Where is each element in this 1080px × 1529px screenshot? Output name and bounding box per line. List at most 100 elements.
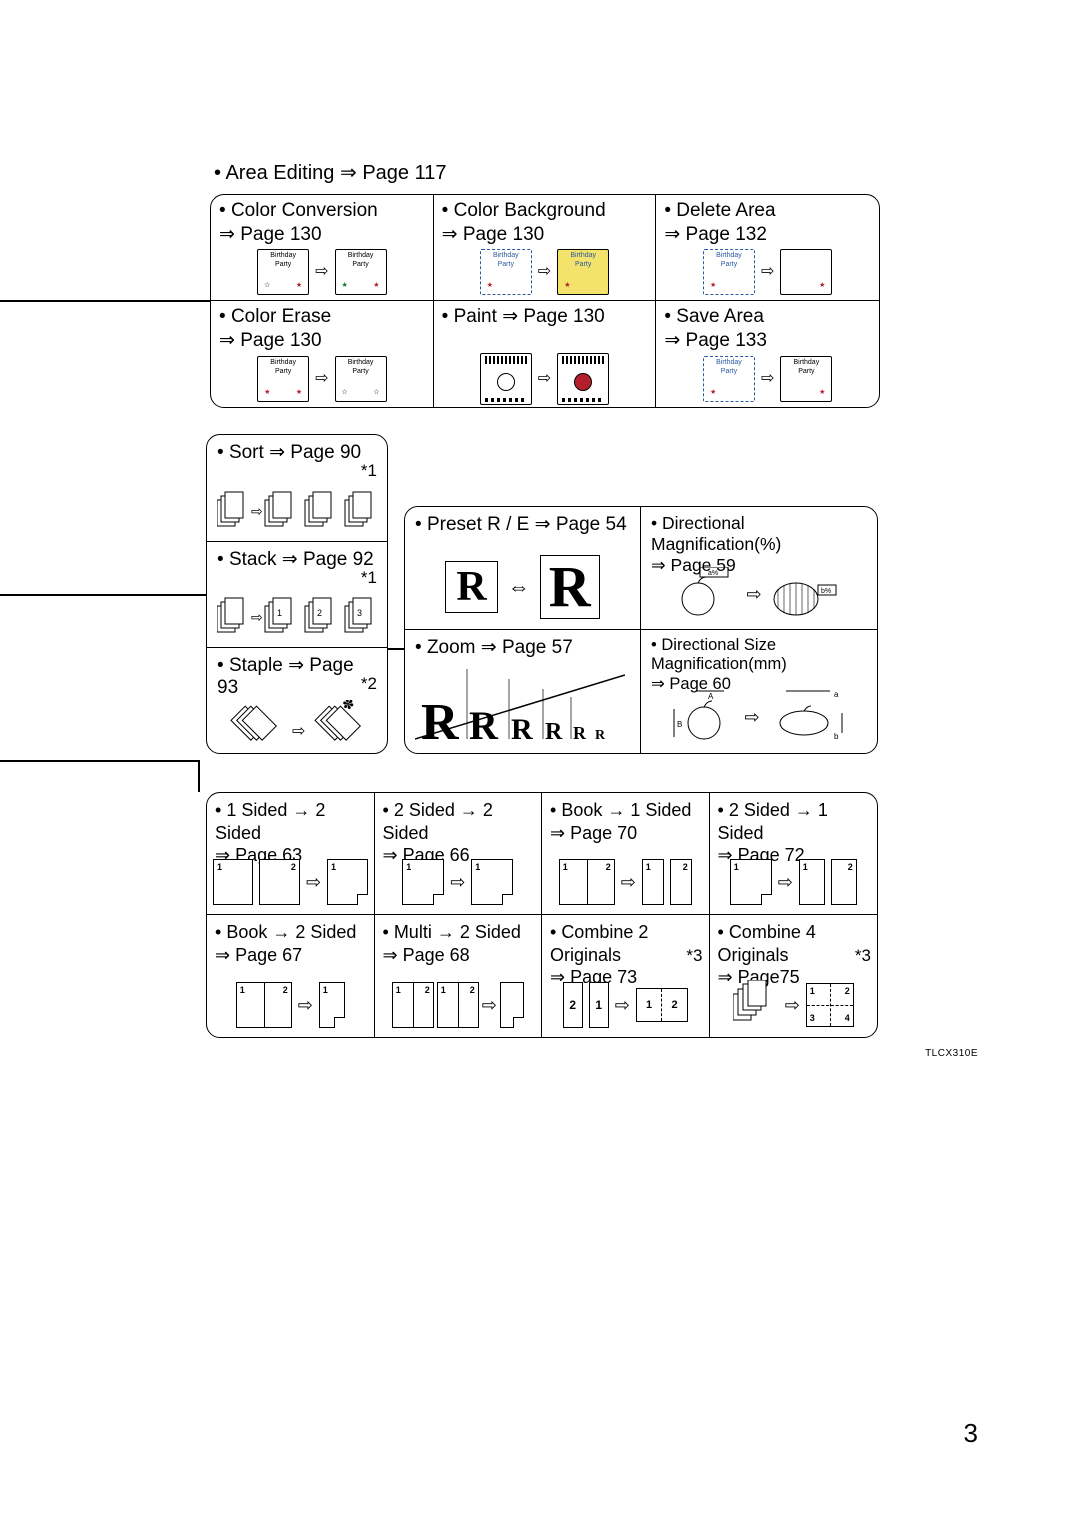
cell-book-2s: • Book 2 Sided Page 67 12 1: [207, 915, 375, 1037]
cell-title: Preset R / E: [427, 514, 529, 535]
arrow-icon: [746, 584, 761, 605]
illustration: 2 1 1 2: [548, 979, 703, 1031]
arrow-icon: [607, 800, 625, 820]
cell-directional-pct: • Directional Magnification(%) Page 59 a…: [641, 507, 877, 630]
cell-combine2: • Combine 2 Originals Page 73 *3 2 1 1 2: [542, 915, 710, 1037]
note: *2: [361, 674, 377, 694]
arrow-icon: [340, 162, 357, 184]
svg-text:a%: a%: [708, 570, 718, 577]
illustration: Birthday Party★ ★: [666, 248, 869, 296]
arrow-icon: [664, 224, 680, 245]
tree-branch: [0, 760, 198, 762]
illustration: ⇨ 1 2 3: [217, 595, 377, 643]
cell-title: Zoom: [427, 637, 476, 658]
arrow-icon: [288, 655, 304, 676]
arrow-icon: [219, 330, 235, 351]
mini-card: Birthday Party★: [703, 249, 755, 295]
illustration: 1 1 2: [716, 856, 872, 908]
svg-text:3: 3: [357, 608, 362, 618]
cell-title: Paint: [454, 306, 497, 327]
illustration: ⇨ ✽: [217, 703, 377, 751]
cell-color-erase: • Color Erase Page 130 Birthday Party★★ …: [211, 301, 434, 407]
cell-paint: • Paint Page 130: [434, 301, 657, 407]
note: *3: [855, 945, 871, 966]
illustration: Birthday Party☆★ Birthday Party★★: [221, 248, 423, 296]
arrow-icon: [383, 945, 398, 965]
arrow-icon: [502, 306, 518, 327]
cell-page: 132: [735, 224, 767, 245]
apple-icon: b%: [770, 567, 840, 621]
footer-code: TLCX310E: [925, 1048, 978, 1059]
cell-title: Combine 2 Originals: [550, 922, 648, 965]
arrow-icon: [437, 922, 455, 942]
mini-card: Birthday Party★: [557, 249, 609, 295]
cell-title: Save Area: [676, 306, 764, 327]
arrow-icon: [615, 994, 630, 1017]
svg-text:b: b: [834, 732, 839, 741]
cell-2s-2s: • 2 Sided 2 Sided Page 66 1 1: [375, 793, 543, 915]
staple-icon: ⇨ ✽: [222, 700, 372, 754]
svg-text:2: 2: [317, 608, 322, 618]
cell-title: Stack: [229, 549, 277, 570]
mini-card: Birthday Party★★: [257, 356, 309, 402]
illustration: A B a b: [641, 689, 877, 745]
illustration: Birthday Party★ Birthday Party★: [444, 248, 646, 296]
lhs: Book: [226, 922, 267, 942]
illustration: 1 2 1: [213, 856, 368, 908]
illustration: 12 1 2: [548, 856, 703, 908]
svg-text:R: R: [469, 703, 499, 747]
lhs: 2 Sided: [729, 800, 790, 820]
magnification-box: • Preset R / E Page 54 R R • Directional…: [404, 506, 878, 754]
arrow-icon: [508, 574, 530, 600]
apple-icon: A B: [672, 689, 736, 745]
rhs: 2 Sided: [460, 922, 521, 942]
mini-card: Birthday Party☆☆: [335, 356, 387, 402]
stack-icon: ⇨: [217, 488, 377, 538]
cell-zoom: • Zoom Page 57 R R R R R R: [405, 630, 641, 753]
cell-delete-area: • Delete Area Page 132 Birthday Party★ ★: [656, 195, 879, 301]
mini-card: Birthday Party★: [480, 249, 532, 295]
stack-icon: [733, 980, 779, 1030]
cell-page: 130: [513, 224, 545, 245]
illustration: R R R R R R: [415, 669, 630, 747]
illustration: 12 1: [213, 979, 368, 1031]
illustration: 1 1: [381, 856, 536, 908]
arrow-icon: [761, 262, 774, 282]
cell-color-background: • Color Background Page 130 Birthday Par…: [434, 195, 657, 301]
rhs: 1 Sided: [630, 800, 691, 820]
rhs: 2 Sided: [295, 922, 356, 942]
svg-text:R: R: [511, 713, 533, 746]
svg-text:a: a: [834, 690, 839, 699]
mini-card: [480, 353, 532, 405]
mini-card: Birthday Party☆★: [257, 249, 309, 295]
arrow-icon: [535, 514, 551, 535]
arrow-icon: [761, 369, 774, 389]
note: *1: [361, 568, 377, 588]
illustration: ⇨: [217, 489, 377, 537]
cell-page: 130: [573, 306, 605, 327]
arrow-icon: [778, 871, 793, 894]
cell-page: 57: [552, 637, 573, 658]
arrow-icon: [460, 800, 478, 820]
arrow-icon: [292, 800, 310, 820]
arrow-icon: [272, 922, 290, 942]
stack-icon: ⇨ 1 2 3: [217, 594, 377, 644]
cell-combine4: • Combine 4 Originals Page75 *3 12 34: [710, 915, 878, 1037]
cell-page: 93: [217, 677, 238, 698]
svg-text:b%: b%: [821, 588, 831, 595]
cell-multi-2s: • Multi 2 Sided Page 68 12 12: [375, 915, 543, 1037]
illustration: 12 12: [381, 979, 536, 1031]
svg-text:⇨: ⇨: [292, 723, 305, 740]
cell-page: 90: [340, 442, 361, 463]
cell-color-conversion: • Color Conversion Page 130 Birthday Par…: [211, 195, 434, 301]
illustration: [444, 355, 646, 403]
svg-text:⇨: ⇨: [251, 503, 263, 519]
mini-card: Birthday Party★: [780, 356, 832, 402]
cell-page: 67: [282, 945, 302, 965]
bullet-icon: •: [214, 162, 221, 184]
arrow-icon: [315, 369, 328, 389]
page-number: 3: [964, 1418, 978, 1449]
svg-text:A: A: [708, 692, 714, 701]
svg-text:R: R: [421, 694, 460, 747]
illustration: Birthday Party★ Birthday Party★: [666, 355, 869, 403]
